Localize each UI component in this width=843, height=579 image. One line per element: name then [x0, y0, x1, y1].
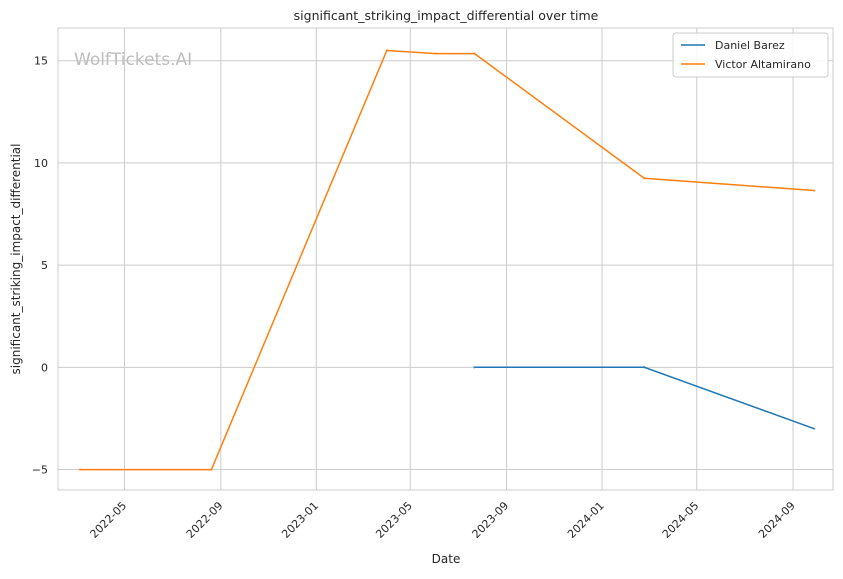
data-point: [385, 49, 388, 52]
data-point: [643, 366, 646, 369]
legend-box: [672, 32, 829, 78]
data-point: [813, 427, 816, 430]
y-tick-label: −5: [32, 464, 48, 477]
series-layer: [78, 49, 816, 471]
y-tick-label: 10: [34, 157, 48, 170]
y-axis-label: significant_striking_impact_differential: [9, 144, 23, 375]
y-tick-label: 5: [41, 259, 48, 272]
chart-title: significant_striking_impact_differential…: [294, 8, 599, 23]
x-axis-label: Date: [432, 552, 461, 566]
legend: Daniel Barez Victor Altamirano: [672, 32, 829, 78]
y-tick-label: 0: [41, 361, 48, 374]
legend-label: Victor Altamirano: [715, 58, 811, 71]
y-tick-label: 15: [34, 55, 48, 68]
plot-frame: [57, 27, 834, 491]
data-point: [813, 189, 816, 192]
data-point: [210, 468, 213, 471]
legend-label: Daniel Barez: [715, 39, 785, 52]
data-point: [78, 468, 82, 471]
legend-entries: Daniel Barez Victor Altamirano: [681, 39, 811, 71]
watermark: WolfTickets.AI: [74, 50, 192, 70]
data-point: [473, 52, 476, 55]
data-point: [643, 177, 646, 180]
data-point: [434, 52, 438, 55]
data-point: [473, 366, 476, 369]
